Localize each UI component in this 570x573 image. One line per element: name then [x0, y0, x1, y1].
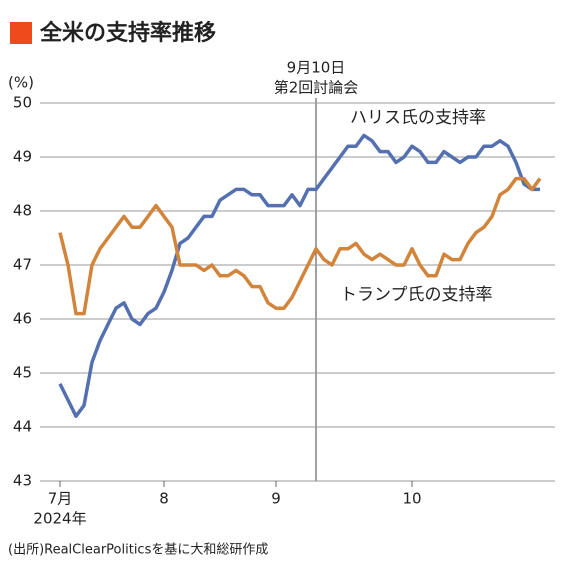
- y-tick-label: 48: [13, 202, 32, 220]
- x-tick-label: 8: [159, 490, 169, 508]
- x-tick-label: 9: [271, 490, 281, 508]
- y-tick-label: 47: [13, 256, 32, 274]
- y-tick-label: 46: [13, 310, 32, 328]
- y-tick-label: 50: [13, 94, 32, 112]
- y-tick-label: 45: [13, 364, 32, 382]
- series-label: トランプ氏の支持率: [340, 285, 493, 305]
- series-line: [58, 176, 542, 316]
- source: (出所)RealClearPoliticsを基に大和総研作成: [8, 543, 268, 558]
- annotation: 9月10日: [287, 59, 346, 77]
- series-line: [58, 133, 540, 418]
- annotation: 第2回討論会: [274, 79, 359, 97]
- series-label: ハリス氏の支持率: [350, 108, 486, 128]
- x-tick-label: 7月: [48, 490, 73, 508]
- y-unit: (%): [8, 74, 34, 92]
- title-marker: [10, 22, 32, 44]
- x-tick-label: 10: [402, 490, 421, 508]
- y-tick-label: 44: [13, 418, 32, 436]
- x-note: 2024年: [33, 510, 86, 528]
- y-tick-label: 43: [13, 472, 32, 490]
- chart-title: 全米の支持率推移: [39, 20, 216, 46]
- y-tick-label: 49: [13, 148, 32, 166]
